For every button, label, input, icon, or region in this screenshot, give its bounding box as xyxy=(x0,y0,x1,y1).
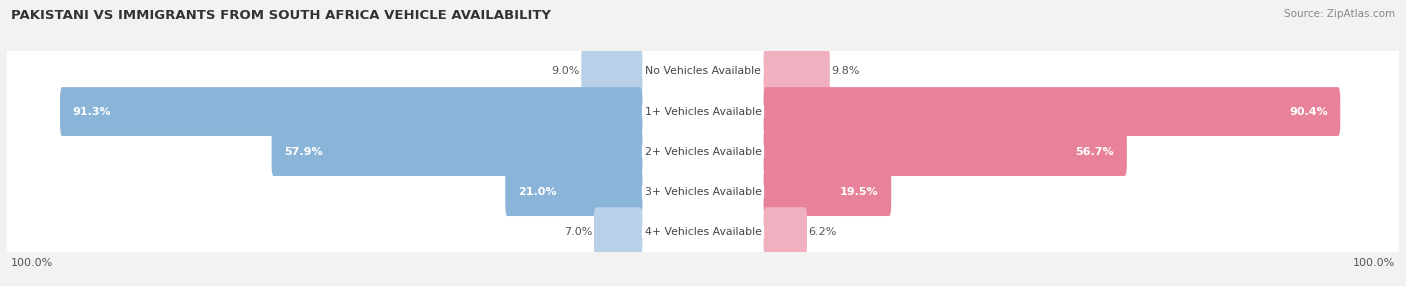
FancyBboxPatch shape xyxy=(60,87,643,136)
Text: 6.2%: 6.2% xyxy=(808,227,837,237)
FancyBboxPatch shape xyxy=(763,127,1126,176)
Text: 3+ Vehicles Available: 3+ Vehicles Available xyxy=(644,187,762,196)
FancyBboxPatch shape xyxy=(581,47,643,96)
Text: 9.8%: 9.8% xyxy=(831,67,859,76)
FancyBboxPatch shape xyxy=(4,72,1402,151)
Text: 100.0%: 100.0% xyxy=(1353,258,1395,268)
Text: No Vehicles Available: No Vehicles Available xyxy=(645,67,761,76)
FancyBboxPatch shape xyxy=(4,192,1402,271)
FancyBboxPatch shape xyxy=(4,112,1402,191)
Text: 7.0%: 7.0% xyxy=(564,227,592,237)
Text: 1+ Vehicles Available: 1+ Vehicles Available xyxy=(644,107,762,116)
Text: PAKISTANI VS IMMIGRANTS FROM SOUTH AFRICA VEHICLE AVAILABILITY: PAKISTANI VS IMMIGRANTS FROM SOUTH AFRIC… xyxy=(11,9,551,21)
FancyBboxPatch shape xyxy=(763,87,1340,136)
Text: 2+ Vehicles Available: 2+ Vehicles Available xyxy=(644,147,762,156)
FancyBboxPatch shape xyxy=(271,127,643,176)
FancyBboxPatch shape xyxy=(763,47,830,96)
FancyBboxPatch shape xyxy=(505,167,643,216)
Text: 90.4%: 90.4% xyxy=(1289,107,1327,116)
FancyBboxPatch shape xyxy=(4,152,1402,231)
FancyBboxPatch shape xyxy=(4,32,1402,111)
Text: 21.0%: 21.0% xyxy=(517,187,557,196)
Text: 19.5%: 19.5% xyxy=(839,187,879,196)
FancyBboxPatch shape xyxy=(763,207,807,256)
Text: 91.3%: 91.3% xyxy=(73,107,111,116)
FancyBboxPatch shape xyxy=(593,207,643,256)
Text: 9.0%: 9.0% xyxy=(551,67,579,76)
Text: 57.9%: 57.9% xyxy=(284,147,323,156)
FancyBboxPatch shape xyxy=(763,167,891,216)
Text: 4+ Vehicles Available: 4+ Vehicles Available xyxy=(644,227,762,237)
Text: 56.7%: 56.7% xyxy=(1076,147,1115,156)
Text: 100.0%: 100.0% xyxy=(11,258,53,268)
Text: Source: ZipAtlas.com: Source: ZipAtlas.com xyxy=(1284,9,1395,19)
